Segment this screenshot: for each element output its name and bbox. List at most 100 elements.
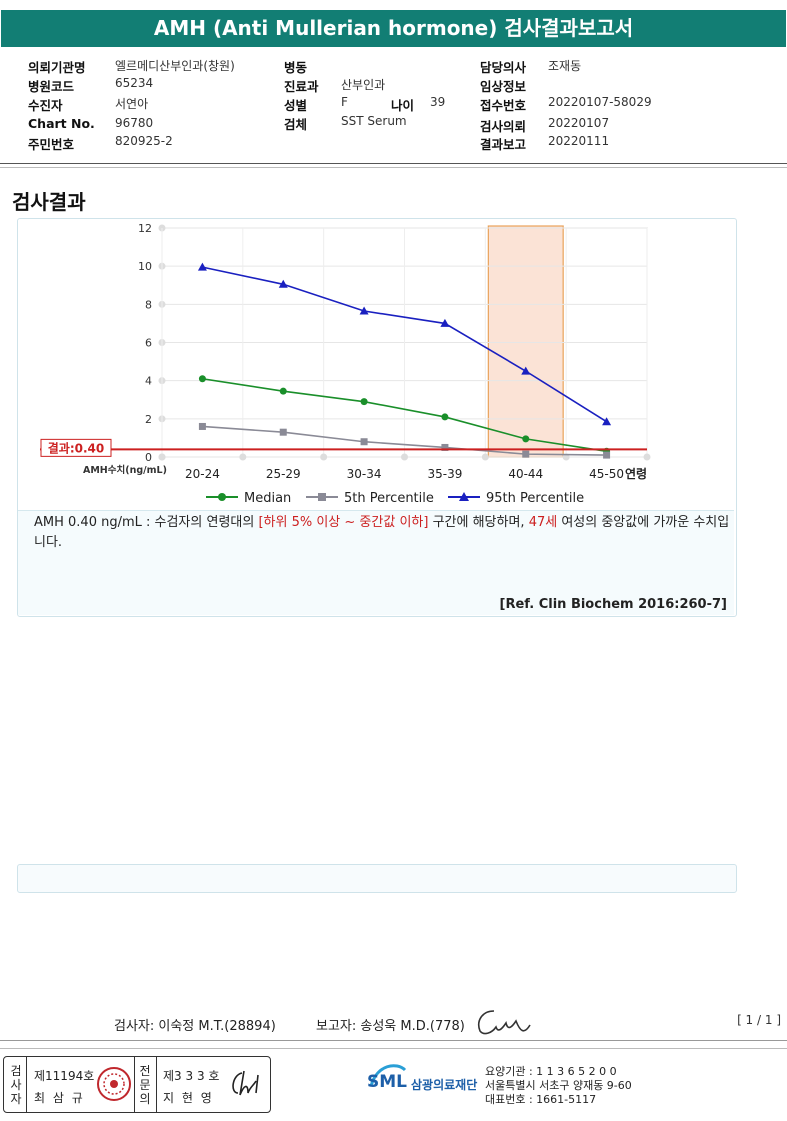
median-point — [360, 398, 368, 406]
label-hospital-code: 병원코드 — [28, 79, 75, 94]
footer-code: 요양기관 : 1 1 3 6 5 2 0 0 — [485, 1065, 617, 1078]
x-axis-label: AMH수치(ng/mL) — [83, 464, 167, 476]
signature-box: 검사자 제11194호 최 삼 규 전문의 제3 3 3 호 지 현 영 — [3, 1056, 271, 1113]
label-resident-no: 주민번호 — [28, 137, 75, 152]
x-tick-label: 40-44 — [508, 467, 543, 481]
divider — [0, 1048, 787, 1049]
x-tick-label: 35-39 — [427, 467, 462, 481]
x-tick-dot — [481, 453, 489, 461]
p95-point — [602, 417, 612, 426]
label-request-date: 검사의뢰 — [480, 119, 527, 134]
legend-label: 95th Percentile — [486, 491, 584, 506]
reporter-signature — [478, 1010, 531, 1035]
legend-marker — [318, 493, 326, 501]
logo-text: SML — [367, 1072, 407, 1092]
legend-label: Median — [244, 491, 291, 506]
label-sex: 성별 — [284, 98, 308, 113]
x-tick-label: 20-24 — [185, 467, 220, 481]
value-receipt-no: 20220107-58029 — [548, 95, 652, 109]
divider — [0, 167, 787, 168]
p5-point — [603, 451, 611, 459]
x-tick-dot — [239, 453, 247, 461]
series-line-1 — [202, 425, 607, 456]
x-tick-label: 30-34 — [347, 467, 382, 481]
series-line-0 — [202, 377, 607, 453]
y-tick-label: 12 — [138, 222, 152, 235]
footer-info: 요양기관 : 1 1 3 6 5 2 0 0 서울특별시 서초구 양재동 9-6… — [485, 1065, 632, 1107]
stamp-name-2: 지 현 영 — [163, 1091, 214, 1105]
p95-point — [521, 366, 531, 375]
section-title: 검사결과 — [12, 190, 86, 214]
median-point — [198, 375, 206, 383]
footer-phone: 대표번호 : 1661-5117 — [485, 1093, 597, 1106]
x-tick-dot — [643, 453, 651, 461]
desc-part-2: 구간에 해당하며, — [428, 515, 529, 530]
highlight-band — [487, 225, 564, 458]
value-department: 산부인과 — [341, 78, 386, 92]
result-description: AMH 0.40 ng/mL : 수검자의 연령대의 [하위 5% 이상 ~ 중… — [34, 513, 734, 553]
org-name: 삼광의료재단 — [411, 1078, 478, 1092]
label-report-date: 결과보고 — [480, 137, 527, 152]
label-patient: 수진자 — [28, 98, 63, 113]
p5-point — [198, 422, 206, 430]
y-tick-label: 2 — [145, 413, 152, 426]
label-receipt-no: 접수번호 — [480, 98, 527, 113]
stamp-license-2: 제3 3 3 호 — [163, 1069, 220, 1083]
value-request-date: 20220107 — [548, 116, 610, 130]
p5-point — [360, 438, 368, 446]
y-tick-label: 8 — [145, 298, 152, 311]
desc-range: [하위 5% 이상 ~ 중간값 이하] — [258, 515, 429, 530]
x-tick-label: 25-29 — [266, 467, 301, 481]
value-specimen: SST Serum — [341, 114, 407, 128]
legend-marker — [459, 492, 469, 501]
value-doctor: 조재동 — [548, 59, 582, 73]
value-clinic: 엘르메디산부인과(창원) — [115, 59, 235, 73]
median-point — [279, 387, 287, 395]
value-hospital-code: 65234 — [115, 76, 154, 90]
value-sex: F — [341, 95, 348, 109]
y-tick-label: 4 — [145, 375, 152, 388]
y-tick-label: 0 — [145, 451, 152, 464]
x-tick-dot — [320, 453, 328, 461]
stamp-license-1: 제11194호 — [34, 1069, 95, 1083]
series-line-2 — [202, 266, 608, 423]
y-tick-label: 10 — [138, 260, 152, 273]
empty-panel — [17, 864, 737, 893]
value-resident-no: 820925-2 — [115, 134, 173, 148]
reference: [Ref. Clin Biochem 2016:260-7] — [499, 597, 727, 612]
footer-address: 서울특별시 서초구 양재동 9-60 — [485, 1079, 632, 1092]
p95-point — [197, 262, 207, 271]
desc-part-1: AMH 0.40 ng/mL : 수검자의 연령대의 — [34, 515, 259, 530]
sml-logo-icon — [369, 1064, 407, 1087]
y-tick-label: 6 — [145, 337, 152, 350]
value-report-date: 20220111 — [548, 134, 610, 148]
description-box — [18, 510, 734, 615]
p95-point — [278, 279, 288, 288]
median-point — [441, 413, 449, 421]
stamp-label-tester: 검사자 — [10, 1064, 22, 1106]
result-label: 결과:0.40 — [48, 440, 105, 455]
result-label-box — [40, 438, 112, 457]
label-specimen: 검체 — [284, 117, 308, 132]
desc-part-3: 여성의 중앙값에 가까운 수치입니다. — [34, 515, 730, 550]
median-point — [522, 435, 530, 443]
p5-point — [441, 443, 449, 451]
p95-point — [440, 318, 450, 327]
divider — [0, 163, 787, 164]
label-department: 진료과 — [284, 79, 319, 94]
tester: 검사자: 이숙정 M.T.(28894) — [114, 1019, 276, 1034]
label-clinical-info: 임상정보 — [480, 79, 527, 94]
specialist-signature — [232, 1070, 259, 1096]
p95-point — [359, 306, 369, 315]
legend-marker — [218, 493, 226, 501]
label-chart-no: Chart No. — [28, 116, 95, 131]
p5-point — [522, 450, 530, 458]
value-chart-no: 96780 — [115, 116, 154, 130]
label-age: 나이 — [391, 98, 415, 113]
x-tick-dot — [401, 453, 408, 461]
reporter: 보고자: 송성욱 M.D.(778) — [316, 1019, 465, 1034]
x-axis-age-label: 연령 — [625, 466, 647, 481]
desc-age: 47세 — [528, 515, 558, 530]
divider — [0, 1040, 787, 1041]
x-tick-label: 45-50 — [589, 467, 624, 481]
